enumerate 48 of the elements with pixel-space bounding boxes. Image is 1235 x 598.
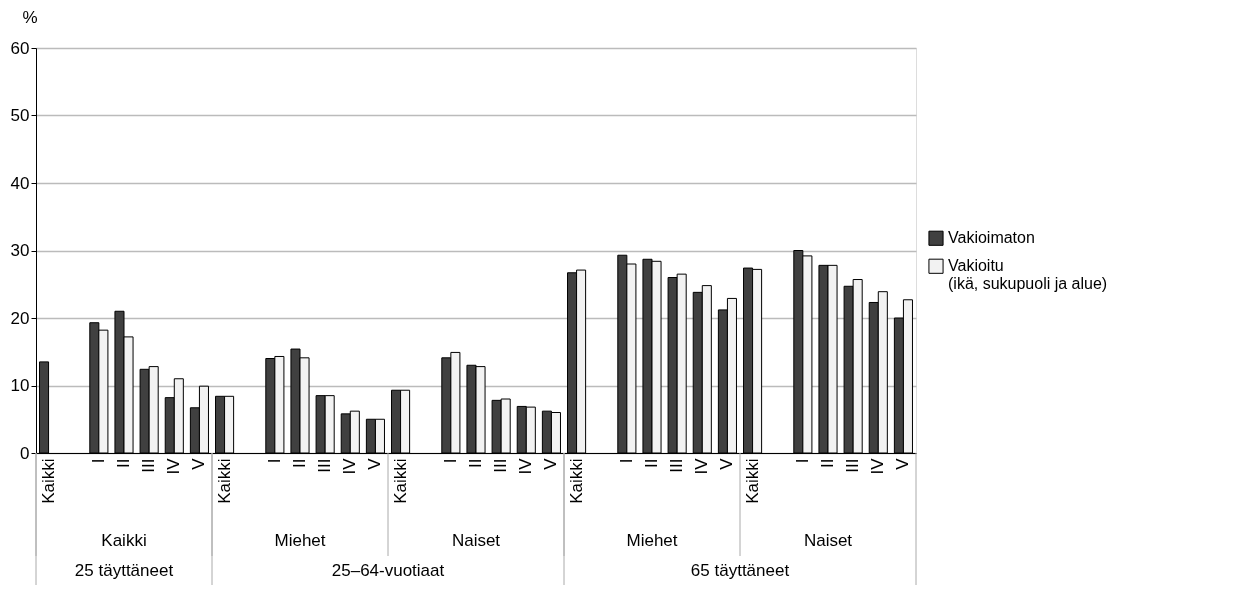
x-tick-label: III [667, 458, 687, 473]
x-tick-label: Kaikki [214, 458, 234, 504]
x-tick-label: V [717, 457, 737, 470]
legend-label: Vakioimaton [948, 229, 1035, 247]
y-tick-label: 60 [10, 38, 30, 58]
x-tick-label: V [893, 457, 913, 470]
x-tick-label: Kaikki [38, 458, 58, 504]
text: 65 täyttäneet [690, 561, 790, 580]
x-tick-label: Kaikki [390, 458, 410, 504]
x-tick-label: III [139, 458, 159, 473]
y-tick-label: 10 [10, 376, 30, 395]
x-tick-label: IV [164, 457, 184, 475]
text: Naiset [803, 531, 853, 550]
x-tick-label: II [818, 458, 837, 468]
y-tick-label: 20 [10, 308, 30, 328]
x-tick-label: II [642, 458, 661, 468]
x-tick-label: III [843, 458, 863, 473]
x-tick-label: IV [516, 457, 536, 475]
text: 25 täyttäneet [74, 561, 174, 580]
x-tick-label: II [114, 458, 133, 468]
y-axis-title: % [22, 7, 38, 27]
x-tick-label: I [264, 458, 284, 464]
x-tick-label: I [88, 458, 108, 464]
text: Naiset [451, 531, 501, 550]
x-tick-label: V [365, 457, 385, 470]
x-tick-label: V [189, 457, 209, 470]
x-tick-label: I [616, 458, 636, 464]
y-tick-label: 50 [10, 106, 30, 125]
x-tick-label: V [541, 457, 561, 470]
text: 25–64-vuotiaat [331, 561, 445, 580]
y-tick-label: 40 [10, 173, 30, 193]
x-tick-label: IV [868, 457, 888, 475]
text: Kaikki [101, 531, 147, 550]
y-tick-label: 0 [20, 443, 30, 463]
text: Miehet [626, 531, 678, 550]
x-tick-label: Kaikki [742, 458, 762, 504]
x-tick-label: II [466, 458, 485, 468]
text: Miehet [274, 531, 326, 550]
x-tick-label: II [290, 458, 309, 468]
x-tick-label: IV [692, 457, 712, 475]
x-tick-label: I [792, 458, 812, 464]
x-tick-label: I [440, 458, 460, 464]
x-tick-label: Kaikki [566, 458, 586, 504]
legend-label: Vakioitu (ikä, sukupuoli ja alue) [948, 257, 1108, 293]
x-tick-label: IV [340, 457, 360, 475]
x-tick-label: III [491, 458, 511, 473]
y-tick-label: 30 [10, 241, 30, 260]
x-tick-label: III [315, 458, 335, 473]
